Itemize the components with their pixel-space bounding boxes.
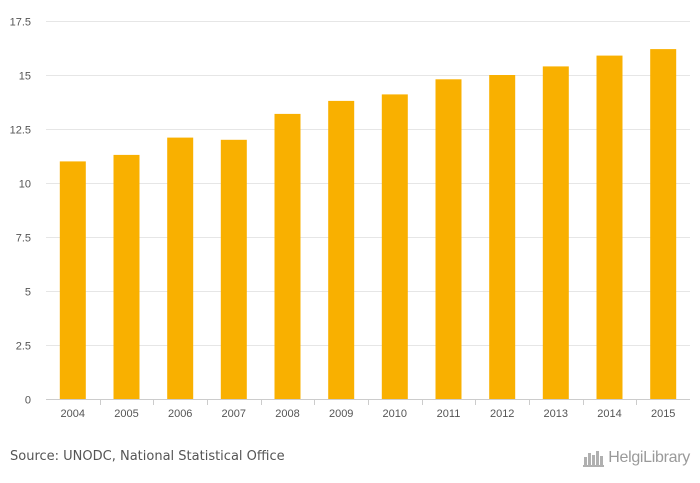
bar-2012[interactable] <box>489 75 516 399</box>
brand-name: HelgiLibrary <box>608 449 690 466</box>
bar-2007[interactable] <box>220 139 247 400</box>
y-tick-label: 7.5 <box>16 233 31 245</box>
bars <box>59 49 677 400</box>
y-tick-label: 0 <box>25 395 31 407</box>
y-tick-label: 12.5 <box>10 125 31 137</box>
x-tick-label: 2007 <box>222 408 246 420</box>
x-tick-label: 2012 <box>490 408 514 420</box>
bar-2006[interactable] <box>167 137 194 399</box>
x-tick-label: 2014 <box>597 408 621 420</box>
bar-2008[interactable] <box>274 113 301 400</box>
brand-logo[interactable]: HelgiLibrary <box>583 449 690 467</box>
bar-2015[interactable] <box>650 49 677 399</box>
x-tick-label: 2015 <box>651 408 675 420</box>
x-tick-label: 2006 <box>168 408 192 420</box>
y-tick-label: 2.5 <box>16 341 31 353</box>
y-axis-tick-labels: 0 2.5 5 7.5 10 12.5 15 17.5 <box>10 17 31 407</box>
bar-2011[interactable] <box>435 79 462 400</box>
source-note: Source: UNODC, National Statistical Offi… <box>10 449 285 464</box>
x-axis-tick-labels: 2004 2005 2006 2007 2008 2009 2010 2011 2012 2013… <box>61 399 675 420</box>
x-tick-label: 2010 <box>383 408 407 420</box>
x-tick-label: 2005 <box>114 408 138 420</box>
x-tick-label: 2009 <box>329 408 353 420</box>
y-tick-label: 15 <box>19 71 31 83</box>
x-tick-label: 2004 <box>61 408 85 420</box>
y-tick-label: 17.5 <box>10 17 31 29</box>
bar-2004[interactable] <box>59 161 86 399</box>
x-tick-label: 2013 <box>544 408 568 420</box>
x-tick-label: 2011 <box>437 408 461 420</box>
bar-2010[interactable] <box>381 94 408 400</box>
bar-2013[interactable] <box>542 66 569 400</box>
y-tick-label: 5 <box>25 287 31 299</box>
bar-2005[interactable] <box>113 154 140 399</box>
x-tick-label: 2008 <box>275 408 299 420</box>
bar-2014[interactable] <box>596 55 623 399</box>
bar-2009[interactable] <box>328 100 355 400</box>
y-tick-label: 10 <box>19 179 31 191</box>
grid-lines <box>46 21 690 346</box>
helgi-library-logo-icon <box>583 451 605 467</box>
